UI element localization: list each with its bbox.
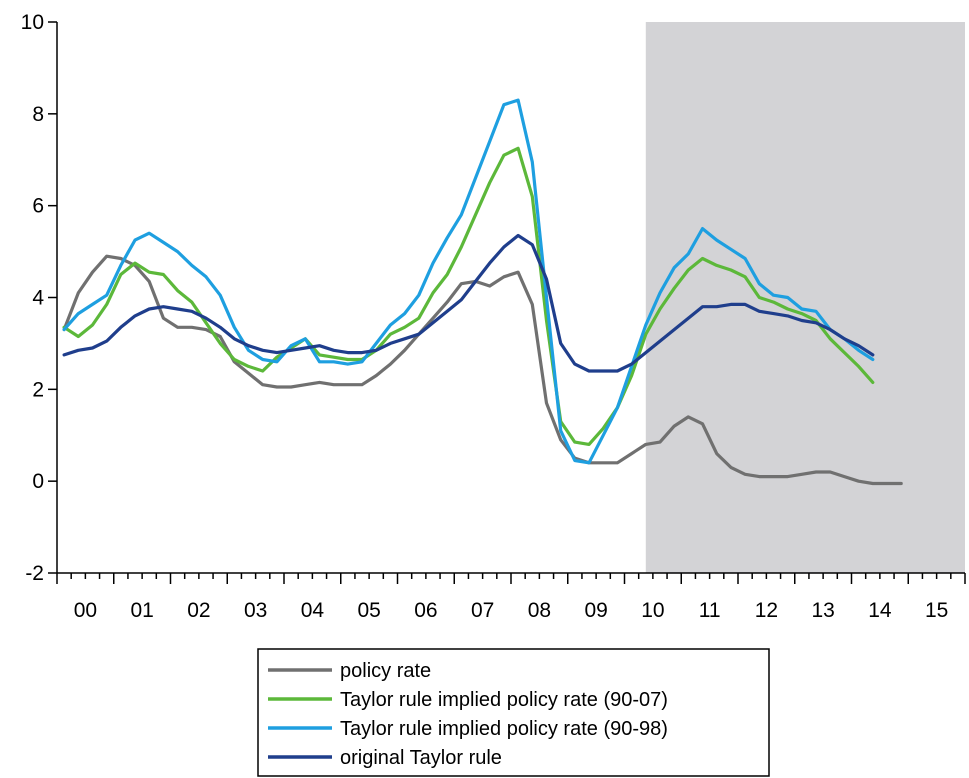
legend-label-policy-rate: policy rate (340, 660, 431, 682)
legend-label-taylor-90-98: Taylor rule implied policy rate (90-98) (340, 718, 668, 740)
legend: policy rate Taylor rule implied policy r… (257, 648, 770, 777)
y-tick-label: 4 (32, 287, 44, 310)
x-tick-label: 10 (641, 599, 664, 622)
y-tick-label: 2 (32, 378, 44, 401)
y-tick-label: 0 (32, 470, 44, 493)
y-tick-label: 6 (32, 195, 44, 218)
x-tick-label: 09 (584, 599, 607, 622)
legend-box (257, 648, 770, 777)
x-tick-label: 02 (187, 599, 210, 622)
x-tick-label: 03 (244, 599, 267, 622)
y-tick-label: 10 (21, 11, 44, 34)
x-tick-label: 01 (130, 599, 153, 622)
x-tick-label: 05 (357, 599, 380, 622)
series-line-taylor-90-07 (62, 146, 875, 446)
x-tick-label: 15 (925, 599, 948, 622)
x-tick-label: 11 (699, 599, 721, 622)
x-tick-label: 06 (414, 599, 437, 622)
x-tick-label: 04 (301, 599, 325, 622)
x-tick-label: 13 (811, 599, 834, 622)
x-tick-label: 14 (868, 599, 892, 622)
series-layer (62, 98, 903, 486)
y-tick-label: 8 (32, 103, 44, 126)
y-tick-label: -2 (25, 562, 44, 585)
series-line-policy-rate (62, 254, 903, 486)
y-ticks: -2 0 2 4 6 8 10 (21, 11, 57, 585)
series-line-taylor-90-98 (62, 98, 875, 465)
x-ticks: 00 01 02 03 04 05 06 07 08 09 10 11 12 13 14 15 (56, 573, 966, 622)
x-tick-label: 07 (471, 599, 494, 622)
x-tick-label: 00 (74, 599, 97, 622)
legend-label-taylor-90-07: Taylor rule implied policy rate (90-07) (340, 689, 668, 711)
shaded-forecast-region (645, 22, 965, 573)
x-tick-label: 12 (755, 599, 778, 622)
legend-label-original-taylor: original Taylor rule (340, 747, 502, 769)
x-tick-label: 08 (528, 599, 551, 622)
series-line-original-taylor (62, 233, 875, 373)
